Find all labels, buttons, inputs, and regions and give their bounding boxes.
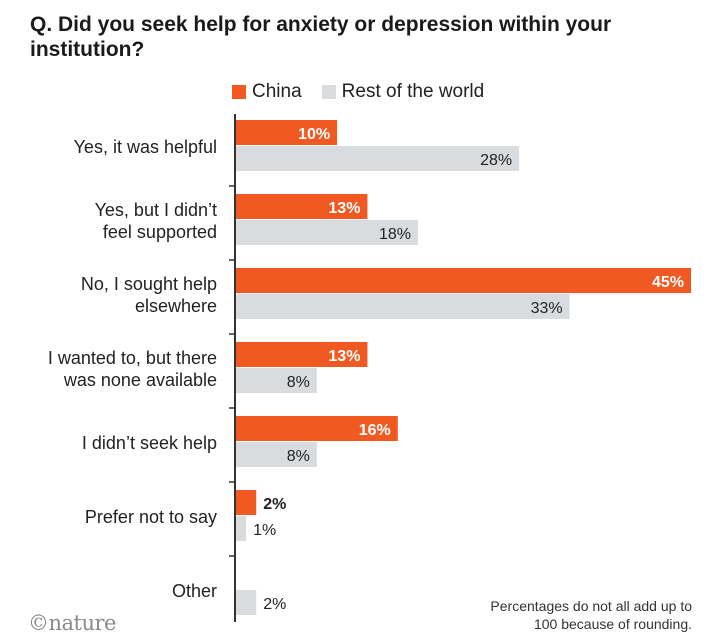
rest-bar	[236, 146, 520, 171]
china-bar	[236, 416, 398, 441]
china-value-label: 13%	[328, 200, 360, 217]
legend-swatch-china	[232, 85, 246, 99]
category-label: Yes, it was helpful	[74, 137, 217, 157]
china-bar	[236, 342, 368, 367]
rest-bar	[236, 590, 257, 615]
china-bar	[236, 268, 691, 293]
rest-bar	[236, 516, 247, 541]
legend-swatch-rest	[321, 85, 336, 99]
category-label: was none available	[63, 370, 217, 390]
rest-value-label: 2%	[263, 596, 286, 613]
rest-value-label: 28%	[480, 152, 512, 169]
china-value-label: 16%	[359, 422, 391, 439]
china-bar	[236, 120, 338, 145]
china-value-label: 2%	[263, 496, 286, 513]
rest-value-label: 8%	[287, 374, 310, 391]
legend-item-china: China	[232, 81, 302, 103]
china-value-label: 45%	[652, 274, 684, 291]
legend-label-rest: Rest of the world	[341, 81, 485, 102]
footnote: Percentages do not all add up to 100 bec…	[490, 598, 692, 632]
rest-value-label: 33%	[531, 300, 563, 317]
legend-label-china: China	[252, 81, 302, 102]
chart-title: Q. Did you seek help for anxiety or depr…	[30, 13, 612, 61]
category-label: Prefer not to say	[85, 507, 217, 527]
category-label: I wanted to, but there	[48, 348, 217, 368]
rest-bar	[236, 220, 418, 245]
nature-logo: ©nature	[28, 611, 116, 635]
category-label: Other	[172, 581, 217, 601]
legend: China Rest of the world	[232, 81, 504, 103]
china-bar	[236, 194, 368, 219]
rest-bar	[236, 442, 317, 467]
rest-value-label: 8%	[287, 448, 310, 465]
category-label: Yes, but I didn’t	[95, 200, 217, 220]
rest-value-label: 1%	[253, 522, 276, 539]
china-value-label: 13%	[328, 348, 360, 365]
category-label: No, I sought help	[81, 274, 217, 294]
rest-value-label: 18%	[379, 226, 411, 243]
category-label: feel supported	[103, 222, 217, 242]
rest-bar	[236, 294, 570, 319]
legend-item-rest: Rest of the world	[321, 81, 485, 103]
category-label: I didn’t seek help	[82, 433, 217, 453]
china-bar	[236, 490, 257, 515]
rest-bar	[236, 368, 317, 393]
category-label: elsewhere	[135, 296, 217, 316]
china-value-label: 10%	[298, 126, 330, 143]
